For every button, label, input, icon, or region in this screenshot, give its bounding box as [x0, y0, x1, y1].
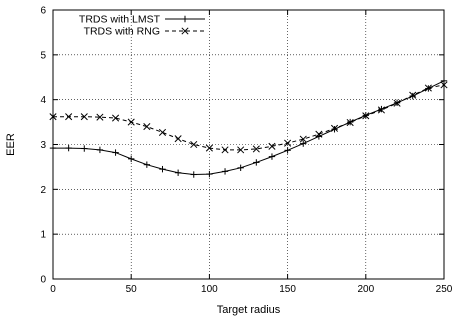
- series-group: [49, 77, 448, 178]
- data-point: [80, 113, 88, 121]
- data-point: [440, 81, 448, 89]
- data-point: [377, 106, 385, 114]
- data-point: [206, 170, 213, 178]
- data-point: [237, 164, 244, 172]
- data-point: [81, 145, 88, 152]
- data-point: [49, 113, 57, 121]
- data-point: [393, 99, 401, 107]
- legend-marker: [181, 15, 189, 23]
- data-point: [300, 140, 307, 147]
- y-tick-label: 5: [40, 50, 46, 61]
- data-point: [190, 171, 197, 178]
- x-axis-label: Target radius: [217, 304, 281, 316]
- data-point: [346, 118, 354, 127]
- data-point: [127, 118, 135, 126]
- data-point: [221, 168, 229, 175]
- x-tick-label: 250: [436, 284, 453, 295]
- data-point: [253, 159, 260, 166]
- data-point: [49, 144, 57, 152]
- data-point: [299, 135, 307, 143]
- y-tick-label: 2: [40, 185, 46, 196]
- y-tick-label: 1: [40, 230, 46, 241]
- y-tick-label: 3: [40, 140, 46, 151]
- y-tick-label: 6: [40, 6, 46, 17]
- data-point: [237, 146, 245, 154]
- data-point: [65, 144, 72, 152]
- x-tick-label: 200: [357, 284, 374, 295]
- x-tick-label: 100: [201, 284, 218, 295]
- data-point: [96, 113, 104, 121]
- data-point: [174, 169, 182, 176]
- data-point: [268, 153, 276, 160]
- legend-label: TRDS with LMST: [79, 14, 161, 26]
- x-tick-label: 50: [126, 284, 138, 295]
- data-point: [331, 126, 338, 133]
- y-tick-label: 4: [40, 95, 46, 106]
- data-point: [112, 114, 120, 122]
- data-point: [205, 144, 213, 152]
- y-tick-label: 0: [40, 275, 46, 286]
- data-point: [112, 149, 119, 156]
- data-point: [378, 105, 385, 113]
- data-point: [252, 145, 260, 153]
- legend-label: TRDS with RNG: [84, 26, 160, 38]
- data-point: [143, 161, 151, 168]
- x-tick-label: 150: [279, 284, 296, 295]
- series-line-2: [53, 84, 445, 151]
- data-point: [284, 147, 291, 154]
- y-axis-label: EER: [5, 133, 17, 156]
- data-point: [65, 113, 73, 121]
- data-point: [174, 135, 182, 143]
- data-point: [330, 124, 339, 132]
- data-point: [424, 84, 432, 92]
- data-point: [159, 165, 166, 173]
- data-point: [143, 123, 151, 131]
- grid: [53, 10, 444, 279]
- legend-marker: [181, 27, 189, 35]
- data-point: [268, 142, 276, 150]
- data-point: [158, 128, 167, 136]
- data-point: [440, 77, 448, 85]
- axes: 0 50 100 150 200 250 0 1 2 3 4 5 6: [40, 6, 452, 296]
- series-line-1: [53, 80, 445, 176]
- data-point: [96, 146, 104, 154]
- x-tick-label: 0: [50, 284, 56, 295]
- data-point: [362, 112, 370, 120]
- data-point: [409, 91, 417, 99]
- data-point: [284, 139, 292, 147]
- data-point: [315, 130, 323, 138]
- data-point: [190, 140, 198, 149]
- data-point: [128, 155, 135, 163]
- data-point: [221, 146, 229, 154]
